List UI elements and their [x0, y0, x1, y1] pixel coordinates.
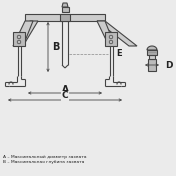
Polygon shape	[97, 21, 115, 46]
Text: D: D	[165, 61, 172, 70]
Polygon shape	[62, 3, 68, 7]
Polygon shape	[147, 50, 157, 55]
Text: A: A	[61, 84, 68, 93]
Polygon shape	[147, 46, 157, 50]
Polygon shape	[25, 14, 105, 21]
Polygon shape	[13, 21, 33, 46]
Polygon shape	[15, 21, 38, 46]
Polygon shape	[13, 32, 25, 46]
Polygon shape	[105, 32, 117, 46]
Polygon shape	[149, 55, 155, 59]
Text: A – Максимальный диаметр захвата: A – Максимальный диаметр захвата	[3, 155, 86, 159]
Polygon shape	[148, 59, 156, 71]
Text: E: E	[116, 49, 122, 58]
Polygon shape	[60, 14, 70, 21]
Text: B – Максимальная глубина захвата: B – Максимальная глубина захвата	[3, 160, 84, 164]
Polygon shape	[97, 21, 137, 46]
Text: C: C	[62, 92, 68, 100]
Text: B: B	[52, 42, 60, 52]
Polygon shape	[61, 7, 68, 12]
